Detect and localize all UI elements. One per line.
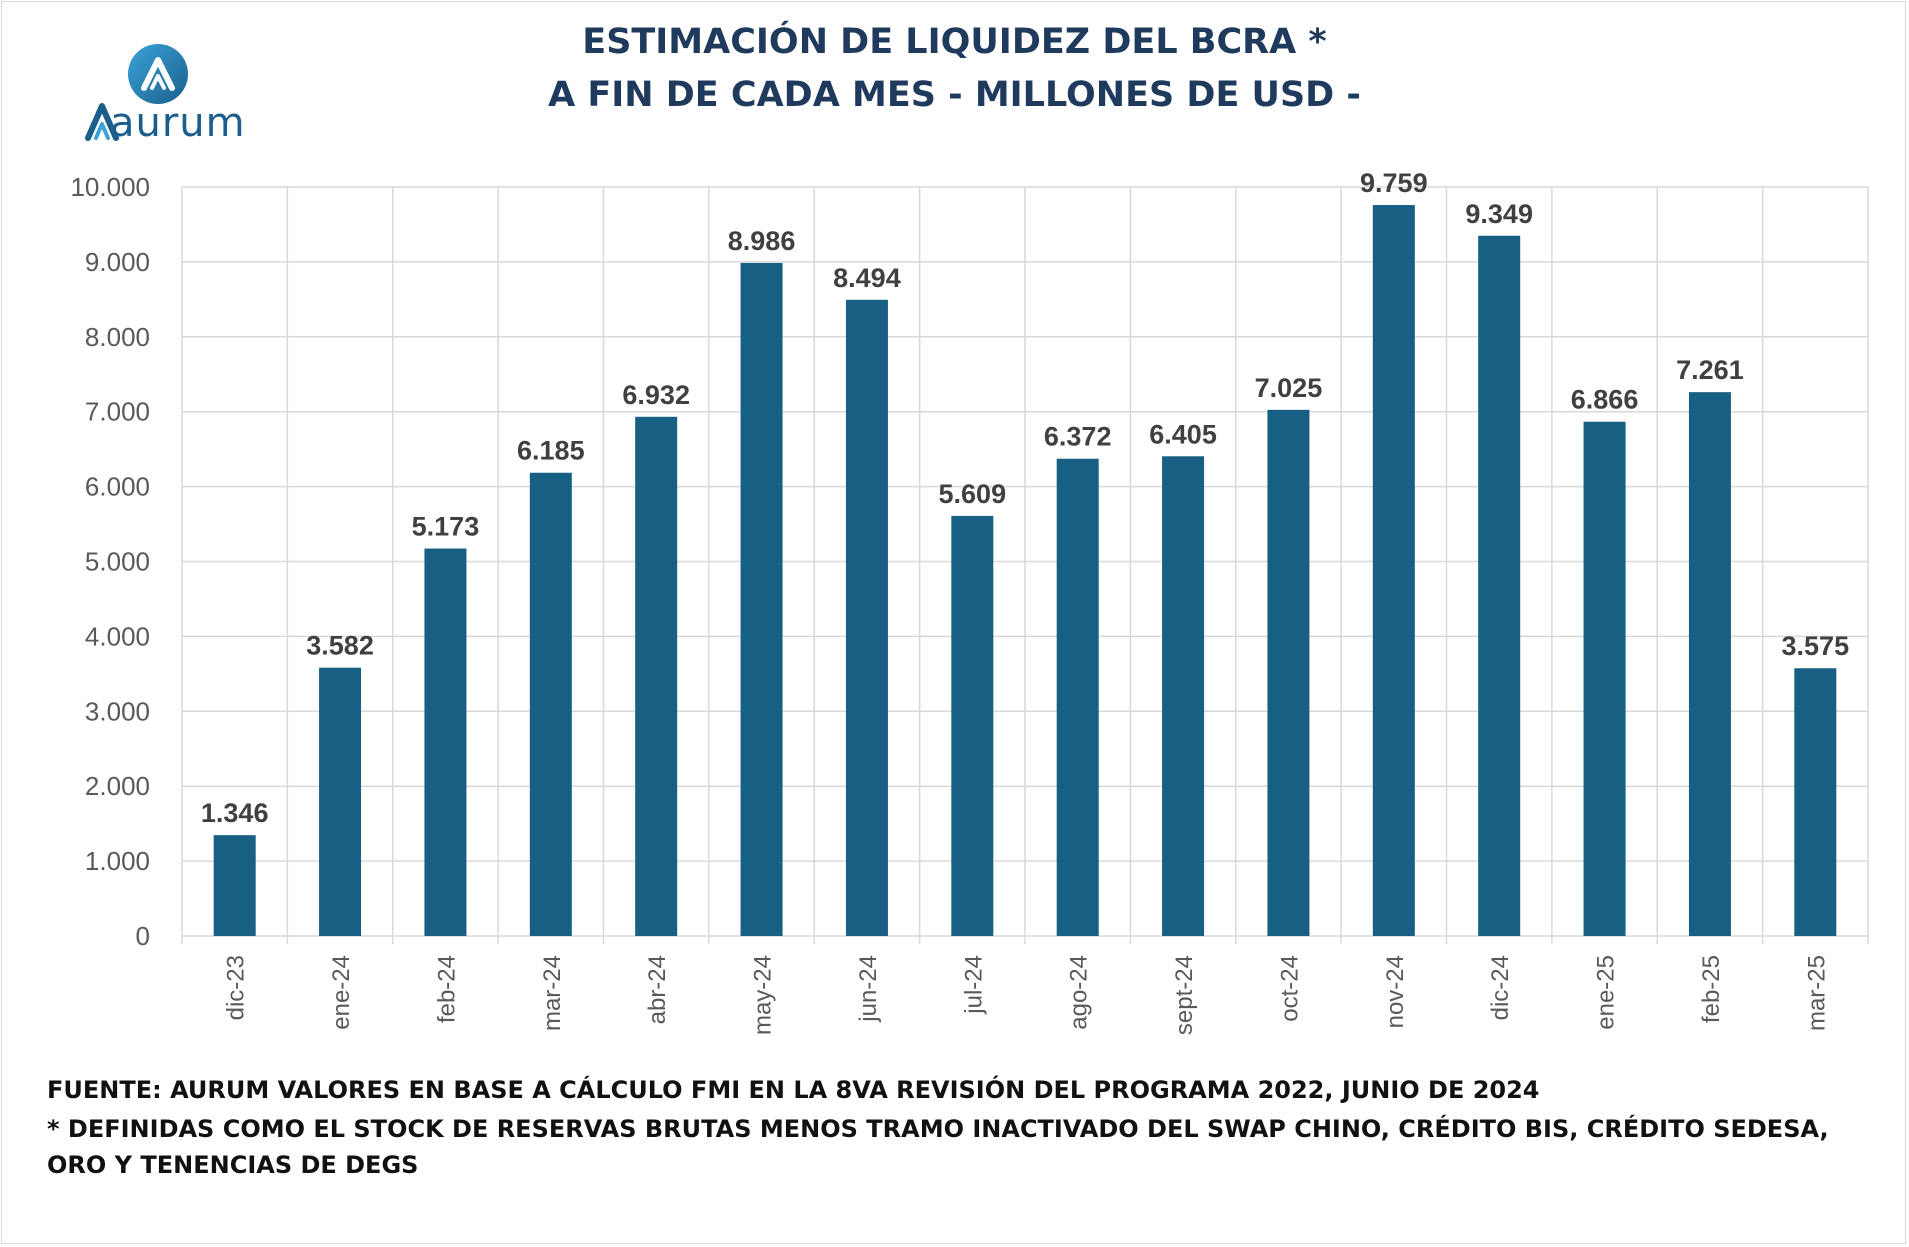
- data-label: 9.759: [1360, 168, 1428, 198]
- brand-wordmark: aurum: [110, 100, 246, 146]
- bar: [424, 548, 467, 936]
- y-tick-label: 10.000: [70, 172, 150, 202]
- y-tick-label: 7.000: [85, 397, 150, 427]
- bar: [319, 667, 362, 936]
- x-tick-label: feb-25: [1698, 955, 1725, 1023]
- x-axis-tick-labels: dic-23 ene-24 feb-24 mar-24 abr-24 may-24 jun-…: [223, 955, 1831, 1035]
- bar: [1162, 456, 1205, 936]
- data-label: 7.025: [1255, 373, 1323, 403]
- bar: [635, 416, 678, 936]
- data-label: 6.185: [517, 436, 585, 466]
- x-tick-label: oct-24: [1276, 955, 1303, 1022]
- x-tick-label: dic-23: [223, 955, 250, 1020]
- data-label: 8.986: [728, 226, 796, 256]
- bar: [1794, 668, 1837, 936]
- y-tick-label: 5.000: [85, 547, 150, 577]
- y-tick-label: 6.000: [85, 472, 150, 502]
- y-tick-label: 4.000: [85, 621, 150, 651]
- x-tick-label: mar-25: [1803, 955, 1830, 1031]
- data-label: 5.609: [939, 479, 1007, 509]
- data-label: 5.173: [412, 512, 480, 542]
- y-tick-label: 8.000: [85, 322, 150, 352]
- data-label: 3.575: [1782, 631, 1850, 661]
- bar: [529, 472, 572, 936]
- y-tick-label: 0: [136, 921, 150, 951]
- x-tick-label: mar-24: [539, 955, 566, 1031]
- bar: [1056, 458, 1099, 936]
- y-tick-label: 1.000: [85, 846, 150, 876]
- data-label: 6.405: [1149, 419, 1217, 449]
- bar: [1267, 409, 1310, 936]
- x-tick-label: may-24: [750, 955, 777, 1035]
- data-label: 6.372: [1044, 422, 1112, 452]
- x-tick-label: jun-24: [855, 955, 882, 1023]
- x-tick-label: sept-24: [1171, 955, 1198, 1035]
- bar: [213, 835, 256, 936]
- y-tick-label: 2.000: [85, 771, 150, 801]
- x-tick-label: abr-24: [644, 955, 671, 1024]
- x-tick-label: dic-24: [1487, 955, 1514, 1020]
- bar: [845, 299, 888, 936]
- data-label: 9.349: [1465, 199, 1533, 229]
- definition-footnote: * DEFINIDAS COMO EL STOCK DE RESERVAS BR…: [47, 1115, 1829, 1179]
- data-label: 1.346: [201, 798, 269, 828]
- bar: [1372, 205, 1415, 936]
- bar: [1688, 392, 1731, 936]
- bars: [213, 205, 1837, 937]
- data-label: 7.261: [1676, 355, 1744, 385]
- bar: [740, 262, 783, 936]
- y-tick-label: 3.000: [85, 696, 150, 726]
- x-tick-label: ago-24: [1066, 955, 1093, 1030]
- x-tick-label: jul-24: [960, 955, 987, 1015]
- chart-title-line-2: A FIN DE CADA MES - MILLONES DE USD -: [548, 75, 1361, 115]
- x-tick-label: feb-24: [433, 955, 460, 1023]
- y-tick-label: 9.000: [85, 247, 150, 277]
- bar: [951, 515, 994, 936]
- bar: [1478, 235, 1521, 937]
- bar-chart: 0 1.000 2.000 3.000 4.000 5.000 6.000 7.000 8.00…: [70, 168, 1869, 1035]
- data-label: 6.932: [622, 380, 690, 410]
- chart-title-line-1: ESTIMACIÓN DE LIQUIDEZ DEL BCRA *: [582, 22, 1327, 62]
- data-labels: 1.346 3.582 5.173 6.185 6.932 8.986 8.494 5.609…: [201, 168, 1849, 828]
- x-tick-label: ene-25: [1593, 955, 1620, 1030]
- x-tick-label: nov-24: [1382, 955, 1409, 1028]
- data-label: 6.866: [1571, 385, 1639, 415]
- y-axis-tick-labels: 0 1.000 2.000 3.000 4.000 5.000 6.000 7.000 8.00…: [70, 172, 150, 951]
- data-label: 3.582: [306, 631, 374, 661]
- bar: [1583, 421, 1626, 937]
- aurum-logo-icon: [85, 44, 188, 141]
- data-label: 8.494: [833, 263, 901, 293]
- source-footnote: FUENTE: AURUM VALORES EN BASE A CÁLCULO …: [47, 1076, 1540, 1104]
- x-tick-label: ene-24: [328, 955, 355, 1030]
